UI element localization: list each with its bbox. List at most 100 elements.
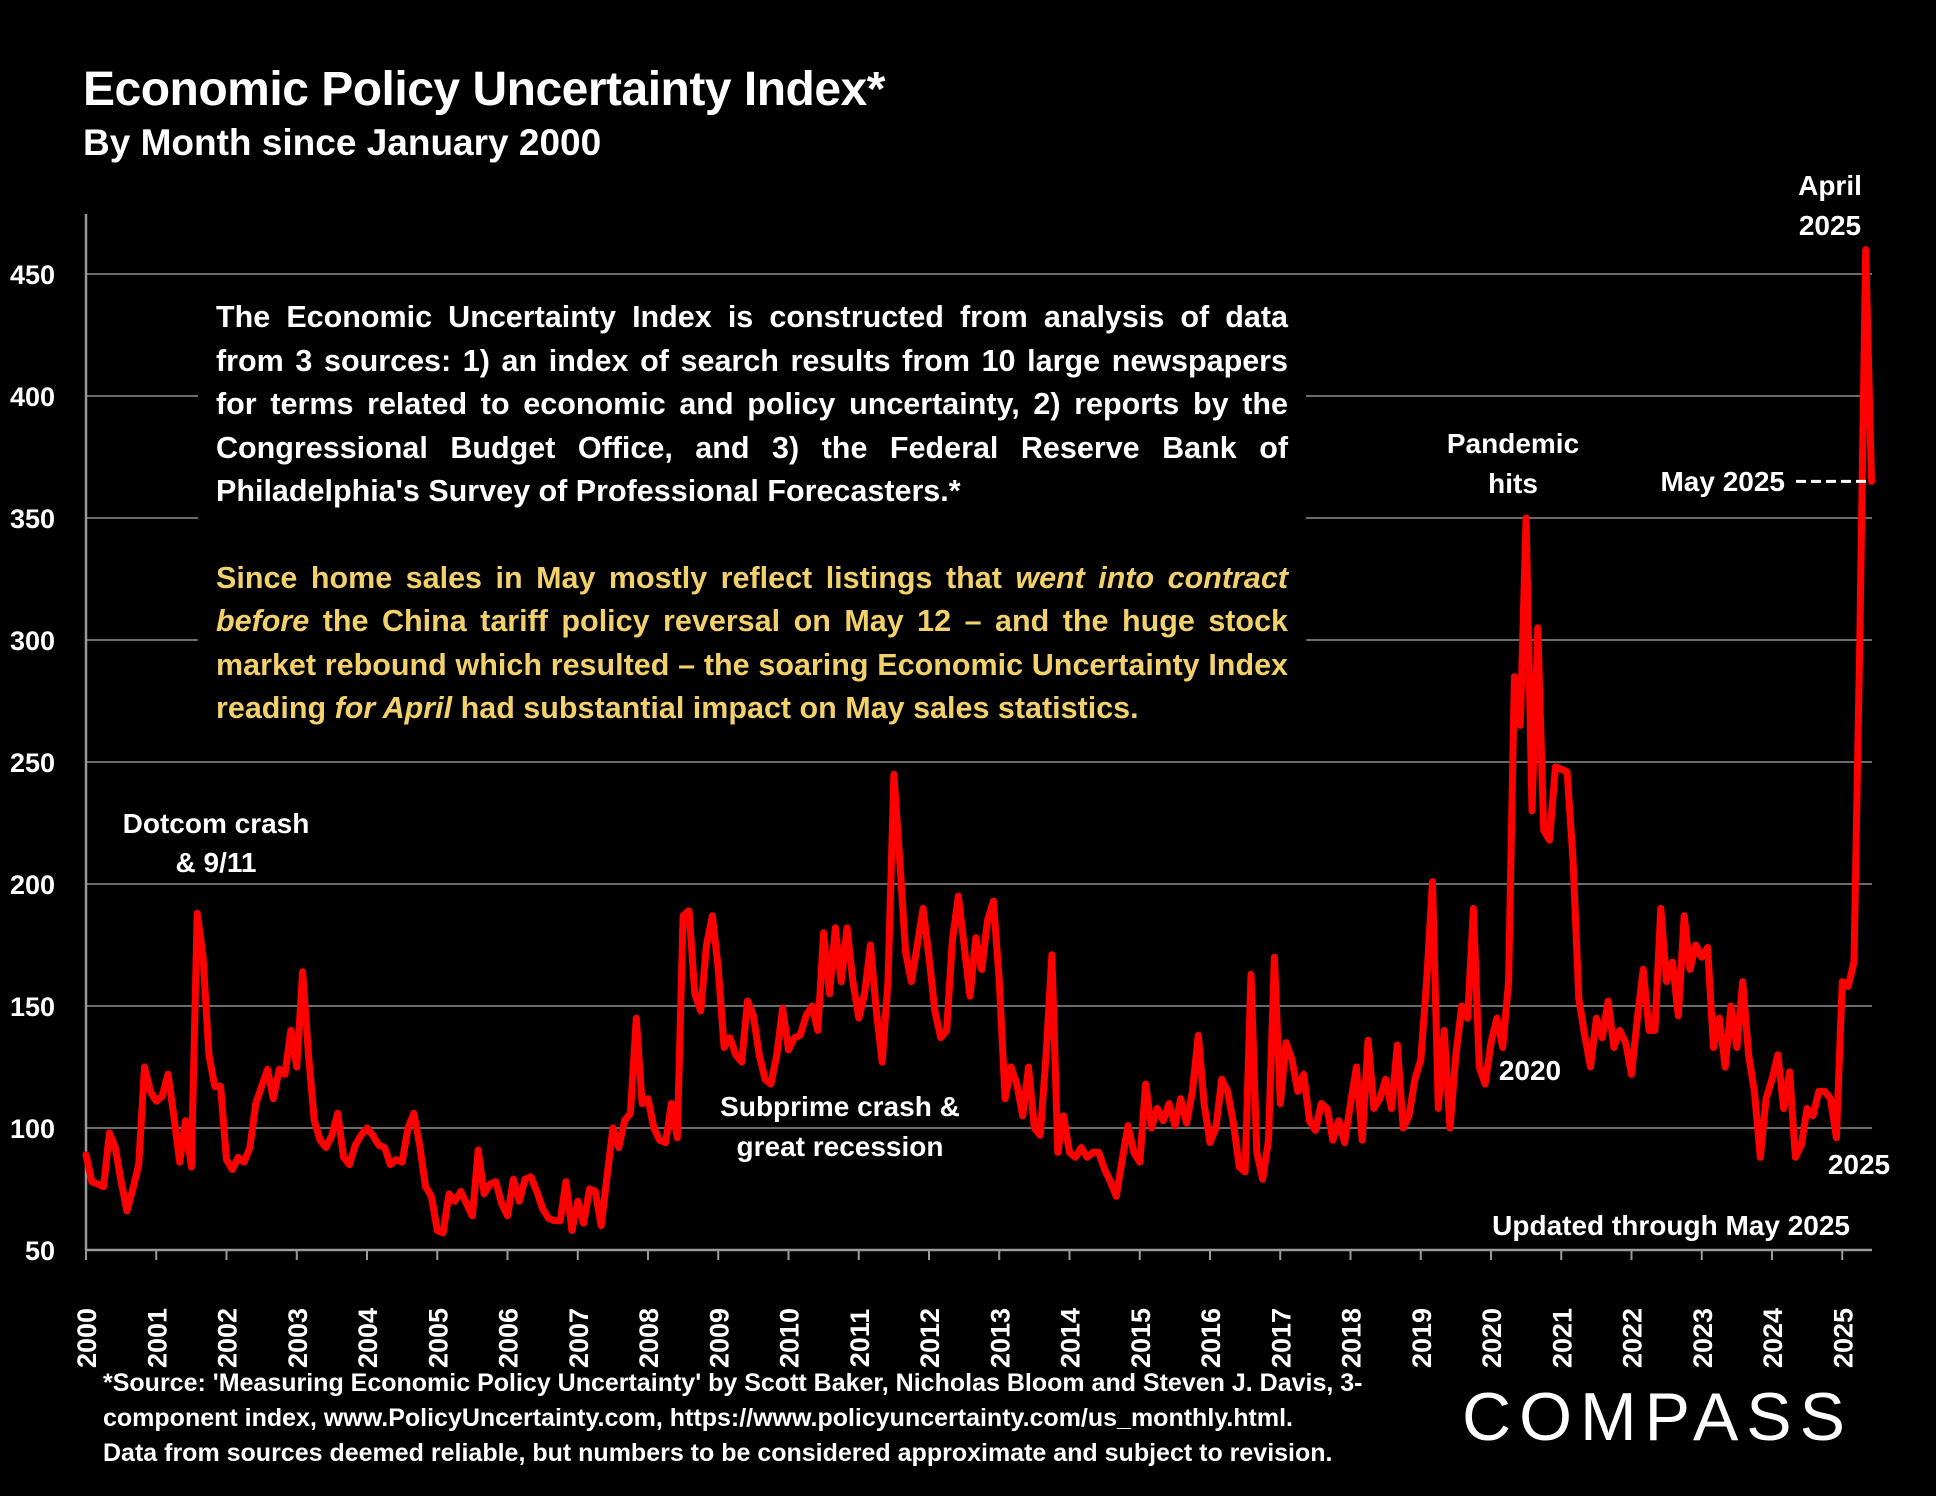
data-point <box>1537 627 1539 629</box>
data-point <box>875 1010 877 1012</box>
explanation-paragraph-1: The Economic Uncertainty Index is constr… <box>216 300 1288 508</box>
data-point <box>302 971 304 973</box>
data-point <box>1273 956 1275 958</box>
data-point <box>1279 1103 1281 1105</box>
data-point <box>1391 1108 1392 1109</box>
data-point <box>747 1000 748 1002</box>
para2-part-1: went into contract before <box>216 560 1289 639</box>
data-point <box>1133 1151 1135 1153</box>
x-tick-label: 2006 <box>494 1308 524 1368</box>
data-point <box>1080 1147 1082 1148</box>
data-point <box>1595 1017 1597 1019</box>
data-point <box>325 1147 327 1148</box>
compass-logo: COMPASS <box>1462 1379 1854 1455</box>
data-point <box>220 1086 222 1087</box>
data-point <box>430 1195 432 1197</box>
data-point <box>1824 1090 1826 1092</box>
data-point <box>1478 1066 1480 1068</box>
data-point <box>729 1037 731 1039</box>
data-point <box>1092 1151 1094 1153</box>
data-point <box>1016 1083 1018 1085</box>
data-point <box>1818 1090 1820 1092</box>
data-point <box>1490 1042 1492 1044</box>
data-point <box>1004 1098 1006 1100</box>
data-point <box>413 1112 415 1114</box>
data-point <box>987 920 988 922</box>
data-point <box>1666 981 1668 983</box>
data-point <box>208 1054 210 1056</box>
data-point <box>951 939 953 941</box>
annotation-subprime-line1: Subprime crash & <box>720 1091 960 1122</box>
y-tick-label: 450 <box>10 260 55 290</box>
data-point <box>659 1139 661 1141</box>
data-point <box>267 1068 268 1070</box>
data-point <box>425 1186 426 1188</box>
x-tick-label: 2011 <box>845 1309 875 1368</box>
y-tick-label: 400 <box>10 382 55 412</box>
data-point <box>1139 1161 1141 1163</box>
data-point <box>483 1193 485 1195</box>
data-point <box>1753 1090 1755 1092</box>
data-point <box>1057 1151 1059 1153</box>
data-point <box>1180 1098 1182 1100</box>
data-point <box>1297 1090 1299 1092</box>
data-point <box>770 1083 772 1085</box>
data-point <box>395 1159 397 1161</box>
annotation-april-line1: April <box>1798 170 1862 201</box>
data-point <box>647 1098 649 1100</box>
data-point <box>108 1132 110 1134</box>
data-point <box>97 1183 99 1185</box>
data-point <box>103 1186 105 1188</box>
data-point <box>1326 1108 1328 1109</box>
data-point <box>448 1193 450 1195</box>
data-point <box>1367 1039 1369 1041</box>
data-point <box>1221 1078 1223 1080</box>
data-point <box>676 1137 678 1139</box>
data-point <box>1841 981 1843 983</box>
data-point <box>384 1147 386 1148</box>
data-point <box>910 981 912 983</box>
data-point <box>577 1200 579 1202</box>
data-point <box>1291 1059 1293 1061</box>
data-point <box>1461 1005 1463 1007</box>
data-point <box>202 956 204 958</box>
x-tick-label: 2010 <box>775 1308 805 1368</box>
data-point <box>360 1134 362 1136</box>
annotation-pandemic-line2: hits <box>1488 468 1538 499</box>
data-point <box>594 1190 596 1192</box>
data-point <box>1361 1139 1363 1141</box>
data-point <box>185 1120 186 1122</box>
data-point <box>442 1232 444 1234</box>
data-point <box>694 993 696 995</box>
data-point <box>992 900 994 902</box>
x-axis-ticks: 2000 2001 2002 2003 2004 2005 2006 2007 2008 2009… <box>72 1250 1858 1368</box>
data-point <box>1724 1066 1726 1068</box>
axes <box>84 214 1872 1252</box>
data-point <box>1560 768 1562 770</box>
data-point <box>155 1100 157 1102</box>
x-tick-label: 2008 <box>634 1308 664 1368</box>
data-point <box>1156 1108 1158 1109</box>
data-point <box>1660 907 1662 909</box>
data-point <box>1853 961 1855 963</box>
x-tick-label: 2002 <box>213 1308 243 1368</box>
x-tick-label: 2013 <box>985 1308 1015 1368</box>
data-point <box>1350 1103 1351 1105</box>
data-point <box>348 1164 350 1166</box>
data-point <box>805 1015 807 1017</box>
data-point <box>946 1029 948 1031</box>
data-point <box>641 1103 643 1105</box>
x-tick-label: 2015 <box>1126 1308 1156 1368</box>
data-point <box>272 1098 274 1100</box>
x-tick-label: 2024 <box>1758 1308 1788 1368</box>
data-point <box>1806 1108 1808 1109</box>
data-point <box>366 1127 368 1129</box>
data-point <box>389 1164 391 1166</box>
data-point <box>1209 1142 1211 1144</box>
data-point <box>1045 1054 1047 1056</box>
data-point <box>1232 1122 1234 1124</box>
data-point <box>834 927 836 929</box>
data-point <box>255 1103 257 1105</box>
data-point <box>1303 1073 1305 1075</box>
